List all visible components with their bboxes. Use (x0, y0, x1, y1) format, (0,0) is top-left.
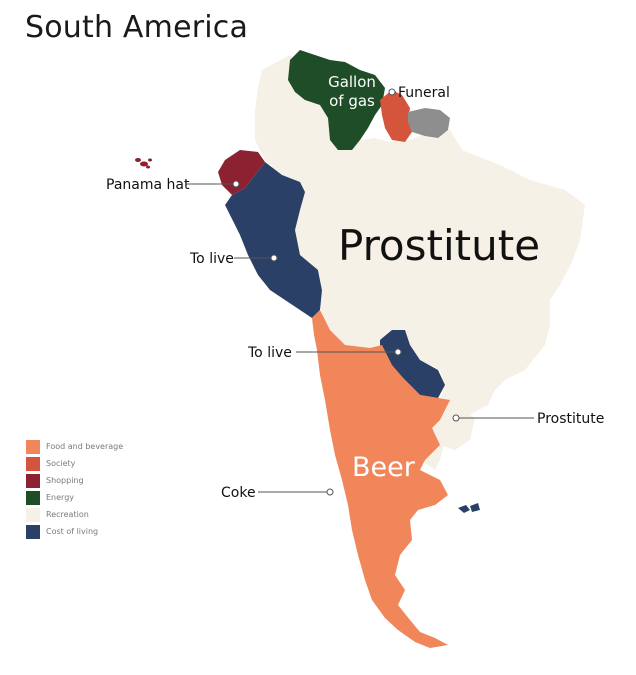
legend-swatch-energy (26, 490, 40, 505)
marker-coke (326, 488, 334, 496)
label-panama-hat: Panama hat (106, 177, 190, 193)
label-coke: Coke (221, 485, 256, 501)
region-suriname (408, 108, 450, 138)
marker-to-live-peru (270, 254, 278, 262)
label-gallon-line1: Gallon (328, 73, 376, 91)
legend-item-recreation: Recreation (26, 506, 123, 523)
legend-swatch-shopping (26, 473, 40, 488)
legend-label-shopping: Shopping (46, 476, 84, 485)
region-argentina-chile (312, 310, 450, 648)
legend-label-food: Food and beverage (46, 442, 124, 451)
region-paraguay (380, 330, 445, 398)
legend-item-shopping: Shopping (26, 472, 123, 489)
region-colombia (255, 55, 345, 182)
legend-swatch-recreation (26, 507, 40, 522)
label-funeral: Funeral (398, 85, 450, 101)
label-prostitute-uruguay: Prostitute (537, 411, 604, 427)
legend: Food and beverage Society Shopping Energ… (26, 438, 123, 540)
label-gallon-line2: of gas (329, 92, 375, 110)
marker-panama-hat (232, 180, 240, 188)
region-venezuela (288, 50, 385, 150)
label-prostitute-big: Prostitute (338, 221, 540, 270)
legend-label-energy: Energy (46, 493, 75, 502)
legend-label-cost-of-living: Cost of living (46, 527, 99, 536)
falkland-islands (458, 503, 480, 513)
legend-swatch-cost-of-living (26, 524, 40, 539)
marker-to-live-paraguay (394, 348, 402, 356)
region-guyana (380, 90, 412, 142)
legend-item-society: Society (26, 455, 123, 472)
marker-prostitute-uruguay (452, 414, 460, 422)
marker-funeral (388, 88, 396, 96)
legend-swatch-society (26, 456, 40, 471)
label-to-live-peru: To live (189, 251, 234, 267)
label-to-live-paraguay: To live (247, 345, 292, 361)
label-beer: Beer (352, 452, 416, 483)
region-peru (225, 162, 322, 318)
galapagos-islands (135, 158, 152, 169)
legend-swatch-food (26, 439, 40, 454)
region-bolivia (318, 265, 388, 348)
legend-label-recreation: Recreation (46, 510, 89, 519)
region-brazil (255, 55, 585, 470)
map-title: South America (25, 10, 249, 45)
legend-item-cost-of-living: Cost of living (26, 523, 123, 540)
region-uruguay (432, 405, 475, 450)
legend-item-food: Food and beverage (26, 438, 123, 455)
legend-item-energy: Energy (26, 489, 123, 506)
legend-label-society: Society (46, 459, 76, 468)
